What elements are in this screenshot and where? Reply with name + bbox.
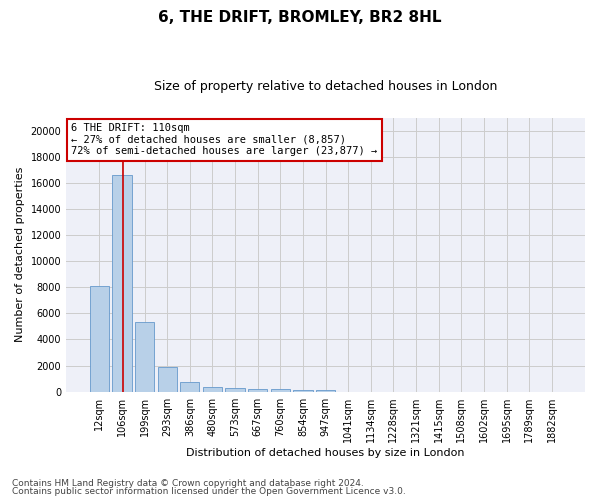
Bar [180, 382, 199, 392]
Bar [271, 389, 290, 392]
Text: 6, THE DRIFT, BROMLEY, BR2 8HL: 6, THE DRIFT, BROMLEY, BR2 8HL [158, 10, 442, 25]
Bar [293, 390, 313, 392]
Bar [316, 390, 335, 392]
Text: 6 THE DRIFT: 110sqm
← 27% of detached houses are smaller (8,857)
72% of semi-det: 6 THE DRIFT: 110sqm ← 27% of detached ho… [71, 124, 377, 156]
Bar [226, 388, 245, 392]
Bar [158, 368, 177, 392]
Bar [90, 286, 109, 392]
Bar [135, 322, 154, 392]
Bar [112, 175, 131, 392]
Bar [248, 388, 268, 392]
Y-axis label: Number of detached properties: Number of detached properties [15, 167, 25, 342]
X-axis label: Distribution of detached houses by size in London: Distribution of detached houses by size … [187, 448, 465, 458]
Title: Size of property relative to detached houses in London: Size of property relative to detached ho… [154, 80, 497, 93]
Bar [203, 387, 222, 392]
Text: Contains HM Land Registry data © Crown copyright and database right 2024.: Contains HM Land Registry data © Crown c… [12, 478, 364, 488]
Text: Contains public sector information licensed under the Open Government Licence v3: Contains public sector information licen… [12, 487, 406, 496]
